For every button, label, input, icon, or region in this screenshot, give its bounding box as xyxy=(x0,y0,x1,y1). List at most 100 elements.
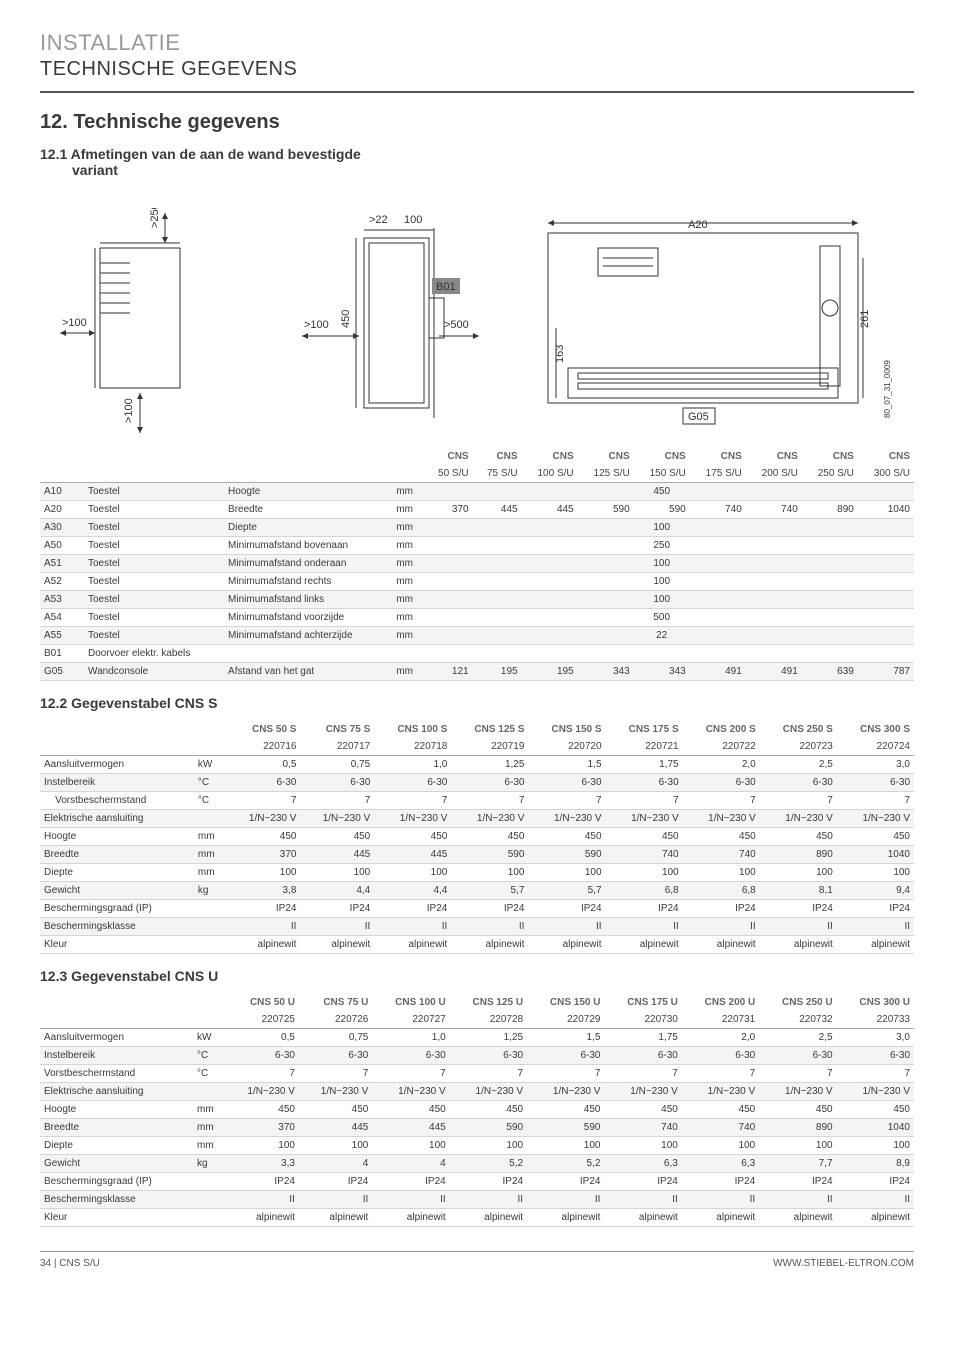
table-row: AansluitvermogenkW0,50,751,01,251,51,752… xyxy=(40,756,914,774)
table-cell: 1/N~230 V xyxy=(450,1083,527,1101)
table-cell: 1,5 xyxy=(528,756,605,774)
table-cell xyxy=(424,519,473,537)
table-cell xyxy=(193,1209,226,1227)
table-cell: 100 xyxy=(372,1137,449,1155)
table-cell: mm xyxy=(193,1119,226,1137)
table-cell xyxy=(858,591,914,609)
table-row: A20ToestelBreedtemm370445445590590740740… xyxy=(40,501,914,519)
table-cell: 450 xyxy=(760,828,837,846)
table-cell: 450 xyxy=(299,1101,372,1119)
table-cell xyxy=(746,627,802,645)
sub-num-u: 12.3 xyxy=(40,968,67,984)
table-cell: 1/N~230 V xyxy=(759,1083,836,1101)
table-cell: A20 xyxy=(40,501,84,519)
table-cell xyxy=(522,609,578,627)
table-cell: 6-30 xyxy=(299,1047,372,1065)
table-cell: 4,4 xyxy=(300,882,374,900)
spec-col-subheader: 220722 xyxy=(683,738,760,756)
table-cell: IP24 xyxy=(837,900,914,918)
table-cell: IP24 xyxy=(759,1173,836,1191)
table-cell: 1/N~230 V xyxy=(372,1083,449,1101)
table-cell: 450 xyxy=(634,483,690,501)
table-cell: 7 xyxy=(528,792,605,810)
table-cell: 343 xyxy=(634,663,690,681)
table-cell: 1/N~230 V xyxy=(837,810,914,828)
table-cell: alpinewit xyxy=(374,936,451,954)
table-cell: A51 xyxy=(40,555,84,573)
table-cell: 6-30 xyxy=(372,1047,449,1065)
table-cell: Toestel xyxy=(84,591,224,609)
table-cell: Minimumafstand rechts xyxy=(224,573,392,591)
table-cell: Toestel xyxy=(84,609,224,627)
table-cell: 1/N~230 V xyxy=(527,1083,604,1101)
table-cell: alpinewit xyxy=(604,1209,681,1227)
table-cell: Minimumafstand achterzijde xyxy=(224,627,392,645)
dim-col-subheader: 200 S/U xyxy=(746,465,802,483)
footer-left: 34 | CNS S/U xyxy=(40,1258,100,1269)
table-cell: 1,0 xyxy=(372,1029,449,1047)
table-cell: 500 xyxy=(634,609,690,627)
table-cell xyxy=(194,900,227,918)
table-cell: 5,2 xyxy=(527,1155,604,1173)
dim-col-header xyxy=(392,448,423,465)
table-cell: 6-30 xyxy=(606,774,683,792)
table-cell xyxy=(424,627,473,645)
spec-col-header: CNS 250 U xyxy=(759,994,836,1011)
table-cell: II xyxy=(451,918,528,936)
table-cell: B01 xyxy=(40,645,84,663)
sub-title-1: Afmetingen van de aan de wand bevestigde xyxy=(71,146,361,162)
spec-col-subheader: 220732 xyxy=(759,1011,836,1029)
table-cell: Vorstbeschermstand xyxy=(40,792,194,810)
table-cell: 740 xyxy=(682,1119,759,1137)
table-cell: II xyxy=(450,1191,527,1209)
dim-col-subheader: 175 S/U xyxy=(690,465,746,483)
table-cell xyxy=(578,519,634,537)
spec-col-header: CNS 200 U xyxy=(682,994,759,1011)
table-cell: mm xyxy=(194,864,227,882)
table-cell: 7 xyxy=(300,792,374,810)
table-cell: Elektrische aansluiting xyxy=(40,810,194,828)
spec-col-header: CNS 100 U xyxy=(372,994,449,1011)
spec-col-subheader xyxy=(40,1011,193,1029)
table-cell xyxy=(522,591,578,609)
table-cell: 7 xyxy=(372,1065,449,1083)
dim-col-subheader: 150 S/U xyxy=(634,465,690,483)
spec-col-subheader: 220731 xyxy=(682,1011,759,1029)
spec-col-header: CNS 175 S xyxy=(606,721,683,738)
spec-col-header xyxy=(194,721,227,738)
table-cell: Beschermingsgraad (IP) xyxy=(40,1173,193,1191)
table-cell: 590 xyxy=(451,846,528,864)
table-cell: 4 xyxy=(372,1155,449,1173)
table-cell: 100 xyxy=(634,573,690,591)
table-cell: 1040 xyxy=(837,846,914,864)
table-row: Instelbereik°C6-306-306-306-306-306-306-… xyxy=(40,774,914,792)
table-cell: 450 xyxy=(374,828,451,846)
table-cell: 343 xyxy=(578,663,634,681)
table-cell: 7 xyxy=(451,792,528,810)
spec-col-subheader: 220716 xyxy=(227,738,301,756)
table-cell: 100 xyxy=(450,1137,527,1155)
table-cell xyxy=(522,555,578,573)
table-cell: kW xyxy=(194,756,227,774)
table-cell: 195 xyxy=(473,663,522,681)
spec-col-header: CNS 125 S xyxy=(451,721,528,738)
table-cell: II xyxy=(760,918,837,936)
table-cell xyxy=(690,645,746,663)
table-cell: Toestel xyxy=(84,555,224,573)
table-row: A52ToestelMinimumafstand rechtsmm100 xyxy=(40,573,914,591)
table-cell: Doorvoer elektr. kabels xyxy=(84,645,224,663)
table-cell xyxy=(424,591,473,609)
spec-col-subheader: 220717 xyxy=(300,738,374,756)
table-row: Beschermingsgraad (IP)IP24IP24IP24IP24IP… xyxy=(40,900,914,918)
spec-col-header: CNS 150 U xyxy=(527,994,604,1011)
table-cell: 100 xyxy=(837,864,914,882)
table-cell xyxy=(522,483,578,501)
section-num: 12. xyxy=(40,111,68,133)
table-cell xyxy=(522,519,578,537)
table-cell: mm xyxy=(392,663,423,681)
sub-title-u: Gegevenstabel CNS U xyxy=(71,968,218,984)
table-cell xyxy=(802,537,858,555)
table-cell: 740 xyxy=(683,846,760,864)
table-cell: Minimumafstand bovenaan xyxy=(224,537,392,555)
table-row: Hoogtemm450450450450450450450450450 xyxy=(40,828,914,846)
